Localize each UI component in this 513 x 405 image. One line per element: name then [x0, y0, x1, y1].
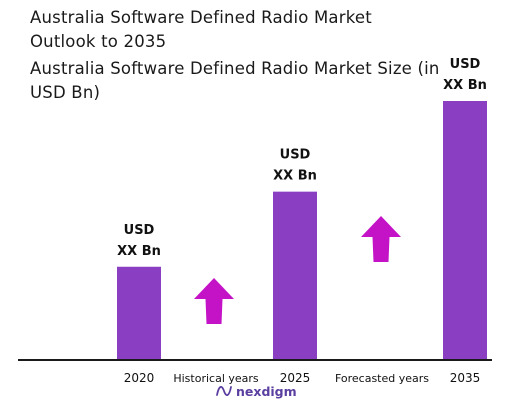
- trend-up-arrow-icon: [194, 278, 234, 324]
- bar-2020: [117, 266, 161, 360]
- data-label-2025: XX Bn: [273, 169, 317, 184]
- data-label-2020: USD: [124, 223, 155, 238]
- period-label-historical: Historical years: [173, 372, 259, 385]
- x-tick-label-2025: 2025: [280, 371, 311, 385]
- data-label-2035: USD: [450, 57, 481, 72]
- data-label-2035: XX Bn: [443, 78, 487, 93]
- chart-title: Australia Software Defined Radio Market …: [30, 8, 372, 51]
- brand-logo: nexdigm: [216, 382, 297, 400]
- bar-2025: [273, 191, 317, 360]
- bar-2035: [443, 101, 487, 360]
- chart-subtitle: Australia Software Defined Radio Market …: [30, 59, 440, 102]
- period-label-forecasted: Forecasted years: [335, 372, 429, 385]
- data-label-2020: XX Bn: [117, 244, 161, 259]
- x-tick-label-2035: 2035: [450, 371, 481, 385]
- x-tick-label-2020: 2020: [124, 371, 155, 385]
- brand-name: nexdigm: [236, 383, 297, 399]
- nexdigm-wave-icon: [216, 386, 232, 396]
- data-label-2025: USD: [280, 148, 311, 163]
- trend-up-arrow-icon: [361, 216, 401, 262]
